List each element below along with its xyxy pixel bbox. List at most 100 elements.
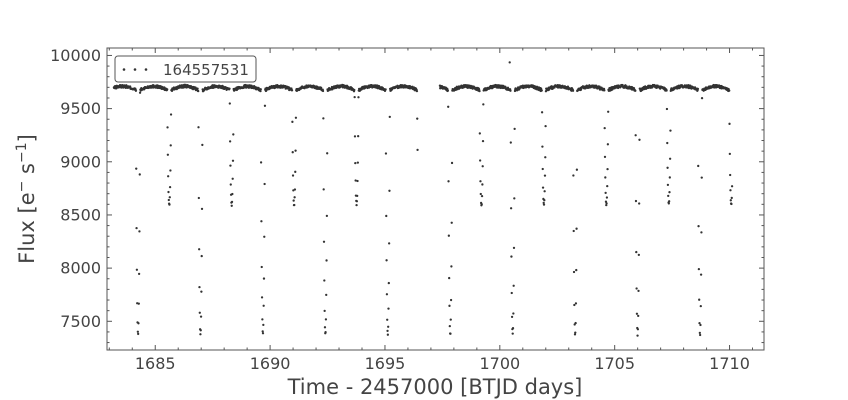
data-point: [479, 192, 482, 196]
data-point: [509, 207, 513, 210]
data-point: [450, 161, 454, 165]
data-point: [450, 221, 453, 224]
outlier-point: [508, 61, 511, 64]
data-point: [636, 334, 639, 337]
data-point: [700, 97, 704, 100]
data-point: [198, 285, 201, 289]
data-point: [635, 250, 638, 254]
data-point: [480, 203, 483, 206]
data-point: [730, 196, 733, 200]
data-point: [604, 191, 607, 195]
data-point: [168, 203, 171, 206]
data-point: [728, 152, 731, 156]
data-point: [541, 167, 544, 171]
y-tick-label: 8500: [60, 205, 101, 224]
data-point: [481, 139, 485, 143]
data-point: [697, 225, 700, 228]
data-point: [386, 318, 389, 321]
data-point: [449, 332, 452, 335]
data-point: [137, 332, 140, 336]
data-point: [166, 126, 169, 129]
data-point: [357, 135, 360, 138]
data-point: [665, 89, 668, 92]
x-tick-label: 1695: [365, 354, 406, 373]
data-point: [385, 214, 388, 218]
data-point: [294, 149, 297, 152]
data-point: [697, 164, 700, 168]
data-point: [512, 284, 515, 287]
data-point: [415, 90, 419, 93]
data-point: [634, 134, 637, 137]
data-point: [260, 265, 263, 269]
data-point: [510, 255, 513, 258]
data-point: [197, 89, 200, 93]
data-point: [261, 332, 265, 335]
flux-points: [112, 61, 734, 337]
data-point: [482, 103, 485, 106]
data-point: [668, 157, 672, 160]
data-point: [259, 89, 262, 93]
data-point: [200, 207, 204, 211]
data-point: [579, 88, 583, 91]
data-point: [198, 248, 201, 251]
data-point: [729, 189, 732, 192]
data-point: [449, 318, 452, 321]
data-point: [668, 200, 671, 203]
data-point: [167, 198, 170, 202]
y-tick-label: 10000: [50, 46, 101, 65]
data-point: [700, 176, 703, 179]
data-point: [574, 321, 577, 325]
data-point: [261, 318, 264, 321]
data-point: [632, 87, 636, 90]
data-point: [573, 303, 576, 307]
data-point: [135, 167, 138, 170]
data-point: [635, 287, 638, 290]
data-point: [166, 153, 170, 156]
data-point: [387, 281, 390, 285]
data-point: [728, 122, 731, 125]
data-point: [512, 312, 515, 315]
data-point: [572, 270, 576, 274]
data-point: [387, 242, 391, 245]
data-point: [480, 194, 484, 198]
data-point: [166, 88, 169, 91]
data-point: [138, 230, 141, 233]
data-point: [574, 302, 578, 305]
data-point: [513, 197, 516, 200]
data-point: [175, 87, 178, 91]
data-point: [321, 89, 325, 93]
data-point: [260, 296, 264, 299]
data-point: [512, 246, 516, 250]
data-point: [450, 265, 453, 268]
data-point: [293, 196, 296, 199]
data-point: [356, 161, 359, 164]
data-point: [200, 254, 203, 258]
data-point: [447, 180, 450, 183]
data-point: [669, 129, 672, 132]
data-point: [388, 115, 391, 119]
data-point: [448, 324, 451, 328]
data-point: [135, 268, 139, 271]
data-point: [230, 200, 234, 204]
data-point: [447, 234, 450, 237]
data-point: [606, 184, 609, 188]
data-point: [231, 177, 234, 180]
data-point: [540, 111, 544, 114]
data-point: [356, 179, 359, 183]
data-point: [357, 96, 360, 99]
y-axis-label-sup-1: −: [14, 181, 30, 193]
data-point: [667, 194, 670, 198]
data-point: [324, 330, 327, 334]
data-point: [136, 330, 139, 333]
data-point: [355, 200, 359, 203]
data-point: [386, 333, 390, 336]
data-point: [637, 314, 640, 318]
data-point: [293, 188, 297, 191]
data-point: [575, 168, 579, 171]
data-point: [446, 89, 450, 92]
data-point: [137, 302, 140, 305]
data-point: [229, 164, 232, 167]
data-point: [135, 226, 138, 230]
data-point: [263, 235, 266, 238]
